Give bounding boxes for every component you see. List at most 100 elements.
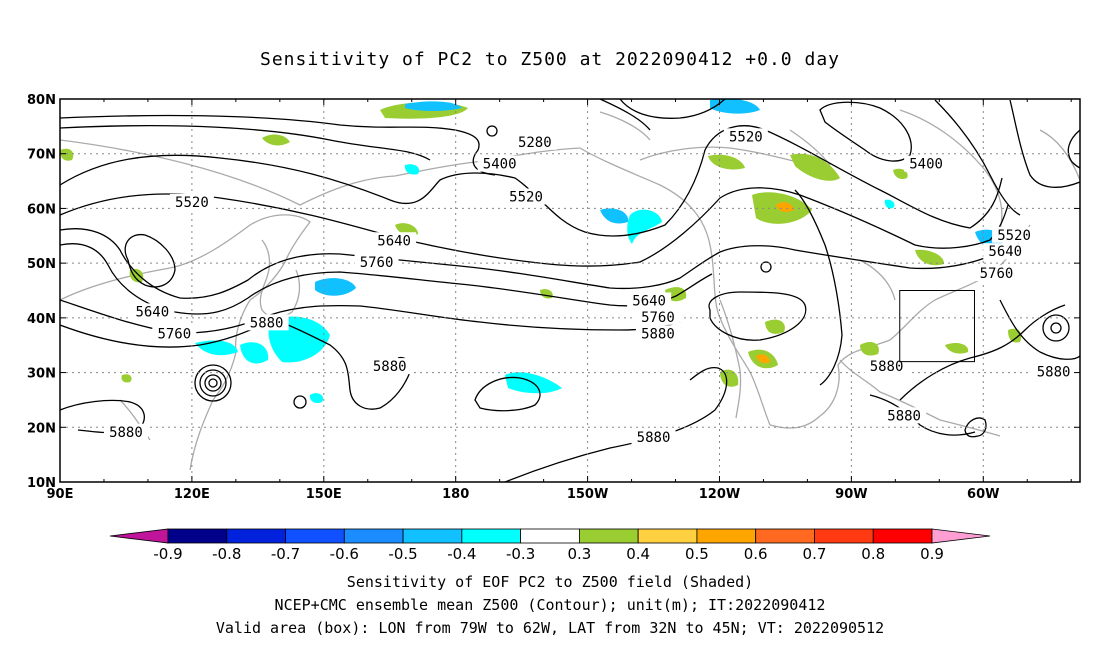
contour-label-bg (130, 303, 175, 320)
contour-label-bg (367, 358, 412, 375)
contour-label: 5880 (1037, 365, 1071, 381)
contour-label-bg (372, 232, 417, 249)
contour-label-bg (627, 292, 672, 309)
contour-label: 5520 (175, 195, 209, 211)
sensitivity-shading (60, 99, 1022, 404)
contour-label: 5880 (641, 326, 675, 342)
contour-label: 5280 (518, 135, 552, 151)
contour-label-bg (103, 423, 148, 440)
colorbar-swatch (696, 528, 757, 544)
colorbar-swatch (755, 528, 815, 544)
colorbar-high-end (931, 528, 991, 544)
contour-label: 5760 (157, 326, 191, 342)
lat-label: 80N (27, 93, 56, 108)
contour-label: 5640 (632, 293, 666, 309)
colorbar-label: -0.3 (506, 545, 535, 563)
contour-label: 5520 (729, 129, 763, 145)
contour-label-bg (244, 314, 289, 331)
lon-label: 120E (174, 487, 210, 502)
colorbar-label: 0.5 (685, 545, 709, 563)
contour-label-bg (354, 254, 399, 271)
contour-label: 5760 (980, 266, 1014, 282)
colorbar-label: -0.9 (153, 545, 182, 563)
colorbar-swatch (226, 528, 286, 544)
colorbar-label: 0.4 (626, 545, 650, 563)
colorbar-label: -0.6 (330, 545, 359, 563)
contour-label: 5880 (109, 425, 143, 441)
contour-label: 5520 (997, 228, 1031, 244)
colorbar-label: -0.7 (271, 545, 300, 563)
colorbar-swatch (872, 528, 933, 544)
colorbar-label: 0.3 (567, 545, 591, 563)
lat-label: 20N (27, 421, 56, 436)
contour-label-bg (1031, 363, 1076, 380)
contour-label: 5880 (637, 430, 671, 446)
contour-label: 5880 (870, 359, 904, 375)
colorbar-label: 0.7 (803, 545, 827, 563)
valid-area-box (899, 290, 975, 363)
lat-label: 40N (27, 312, 56, 327)
contour-label-bg (635, 325, 680, 342)
lat-label: 30N (27, 367, 56, 382)
lon-label: 60W (967, 487, 999, 502)
colorbar-swatch (461, 528, 522, 544)
contour-label-bg (169, 193, 214, 210)
contour-label-bg (512, 133, 557, 150)
colorbar-swatch (285, 528, 345, 544)
contour-label: 5640 (377, 233, 411, 249)
colorbar-low-end (109, 528, 169, 544)
contour-label-bg (904, 155, 949, 172)
lat-label: 70N (27, 148, 56, 163)
colorbar-label: -0.4 (447, 545, 476, 563)
contour-label: 5400 (483, 157, 517, 173)
contour-label-bg (882, 407, 927, 424)
colorbar: -0.9 -0.8 -0.7 -0.6 -0.5 -0.4 -0.3 0.3 0.4 0.5 0.6… (109, 528, 991, 563)
caption-line-3: Valid area (box): LON from 79W to 62W, L… (215, 619, 885, 637)
contour-label-bg (504, 188, 549, 205)
lat-label: 10N (27, 476, 56, 491)
contour-label-bg (152, 325, 197, 342)
contour-label-bg (477, 155, 522, 172)
lon-label: 150E (306, 487, 342, 502)
colorbar-swatch (814, 528, 874, 544)
contour-label: 5880 (250, 315, 284, 331)
plot-frame (59, 98, 1081, 483)
contour-label: 5520 (509, 189, 543, 205)
contour-label-bg (992, 226, 1037, 243)
contour-label: 5400 (909, 157, 943, 173)
axis-ticks (59, 98, 1080, 483)
colorbar-label: -0.8 (212, 545, 241, 563)
contour-label-bg (983, 243, 1028, 260)
colorbar-label: -0.5 (388, 545, 417, 563)
plot-title: Sensitivity of PC2 to Z500 at 2022090412… (259, 49, 840, 70)
contour-label-bg (635, 308, 680, 325)
lon-label: 90W (835, 487, 867, 502)
colorbar-label: 0.9 (920, 545, 944, 563)
contour-label: 5640 (135, 304, 169, 320)
colorbar-label: 0.8 (861, 545, 885, 563)
colorbar-swatch (637, 528, 698, 544)
colorbar-swatch (402, 528, 463, 544)
contour-label-bg (974, 265, 1019, 282)
contour-label-bg (631, 429, 676, 446)
gridlines (60, 99, 1080, 482)
contour-label: 5760 (360, 255, 394, 271)
colorbar-swatch (578, 528, 639, 544)
colorbar-swatch (167, 528, 228, 544)
colorbar-swatch (520, 528, 580, 544)
contour-label: 5880 (373, 359, 407, 375)
lat-label: 60N (27, 202, 56, 217)
caption-line-1: Sensitivity of EOF PC2 to Z500 field (Sh… (346, 573, 754, 591)
lon-label: 180 (442, 487, 469, 502)
lon-label: 120W (699, 487, 740, 502)
colorbar-swatch (343, 528, 404, 544)
contour-label-bg (864, 358, 909, 375)
lon-label: 90E (47, 487, 74, 502)
contour-label: 5760 (641, 310, 675, 326)
caption-line-2: NCEP+CMC ensemble mean Z500 (Contour); u… (274, 596, 826, 614)
colorbar-label: 0.6 (744, 545, 768, 563)
contour-label: 5880 (887, 408, 921, 424)
